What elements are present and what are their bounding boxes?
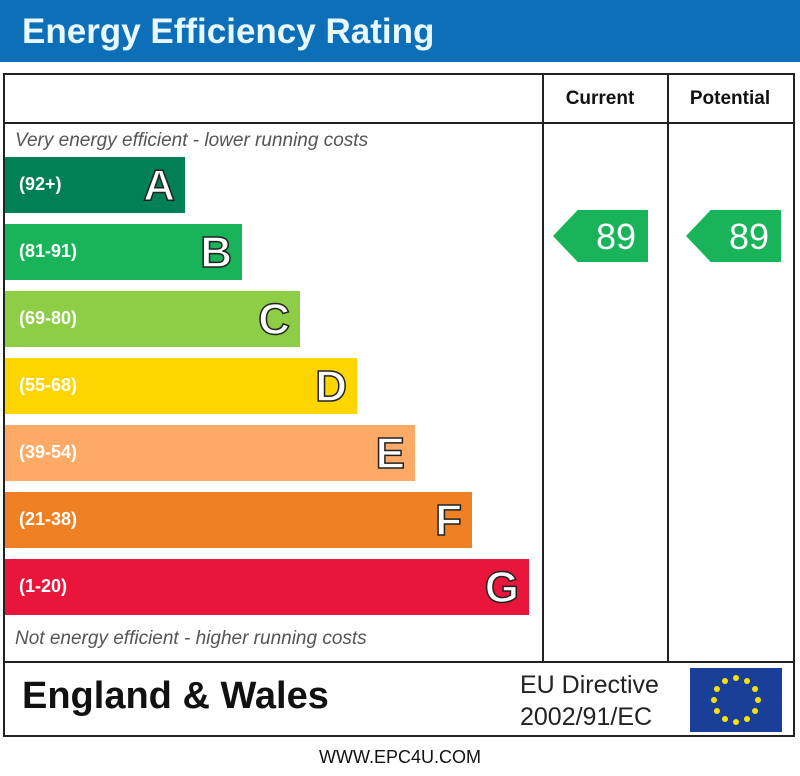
- header-bar: [0, 0, 800, 62]
- star-icon: [752, 686, 759, 692]
- eu-directive-number: 2002/91/EC: [520, 703, 653, 731]
- band-range: (39-54): [19, 442, 78, 462]
- eu-directive-label: EU Directive: [520, 671, 659, 699]
- current-rating-value: 89: [595, 216, 636, 257]
- star-icon: [713, 686, 720, 692]
- column-header-potential: Potential: [689, 88, 771, 109]
- band-range: (69-80): [19, 308, 78, 328]
- eu-flag-icon: [690, 668, 782, 732]
- star-icon: [711, 697, 717, 703]
- potential-rating-value: 89: [728, 216, 769, 257]
- band-bar-d: (55-68) D: [5, 358, 357, 414]
- band-bar-e: (39-54) E: [5, 425, 415, 481]
- band-bar-g: (1-20) G: [5, 559, 529, 615]
- band-range: (55-68): [19, 375, 78, 395]
- band-letter: E: [375, 428, 406, 479]
- band-bar-b: (81-91) B: [5, 224, 242, 280]
- band-letter: G: [484, 562, 520, 613]
- divider: [542, 73, 544, 663]
- band-range: (92+): [19, 174, 62, 194]
- band-range: (1-20): [19, 576, 68, 596]
- star-icon: [752, 708, 759, 714]
- page-title: Energy Efficiency Rating: [22, 12, 435, 51]
- star-icon: [744, 677, 750, 684]
- band-range: (21-38): [19, 509, 78, 529]
- divider: [667, 73, 669, 663]
- note-bottom: Not energy efficient - higher running co…: [15, 628, 367, 649]
- star-icon: [713, 708, 720, 714]
- rating-table: [3, 73, 795, 737]
- band-letter: C: [257, 294, 290, 345]
- band-letter: B: [199, 227, 232, 278]
- star-icon: [733, 719, 739, 725]
- website-url: WWW.EPC4U.COM: [319, 747, 481, 767]
- band-bar-a: (92+) A: [5, 157, 185, 213]
- star-icon: [744, 716, 750, 723]
- note-top: Very energy efficient - lower running co…: [15, 130, 369, 151]
- divider: [3, 122, 795, 124]
- divider: [3, 661, 795, 663]
- star-icon: [722, 716, 728, 723]
- band-bar-c: (69-80) C: [5, 291, 300, 347]
- band-letter: A: [142, 160, 175, 211]
- star-icon: [722, 677, 728, 684]
- band-range: (81-91): [19, 241, 78, 261]
- star-icon: [733, 675, 739, 681]
- band-bar-f: (21-38) F: [5, 492, 472, 548]
- column-header-current: Current: [565, 88, 635, 109]
- band-letter: D: [314, 361, 347, 412]
- star-icon: [755, 697, 761, 703]
- band-letter: F: [434, 495, 462, 546]
- region-label: England & Wales: [22, 675, 329, 717]
